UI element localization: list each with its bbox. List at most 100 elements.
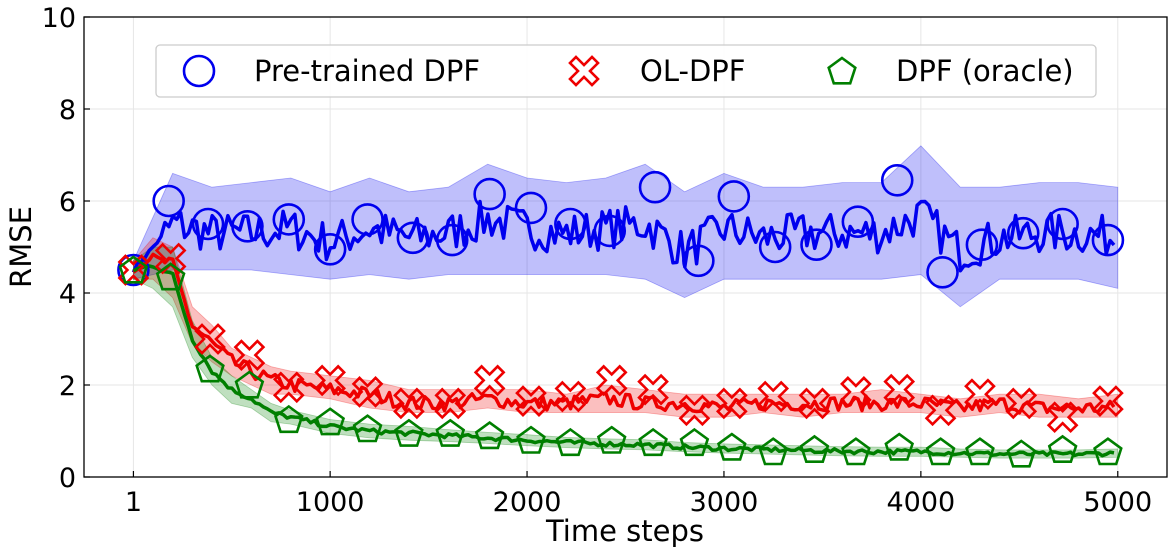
ol-dpf-marker: [757, 380, 790, 413]
pre-trained-dpf-marker: [351, 203, 384, 236]
x-tick-label: 1: [125, 487, 142, 518]
y-tick-label: 4: [59, 279, 76, 310]
y-tick-label: 8: [59, 95, 76, 126]
dpf-oracle-marker: [155, 262, 186, 291]
ol-dpf-marker: [964, 378, 996, 411]
ol-dpf-marker: [117, 254, 150, 286]
x-tick-label: 5000: [1083, 487, 1152, 518]
y-tick-label: 0: [59, 463, 76, 494]
dpf-oracle-marker: [394, 418, 424, 447]
legend-ol-dpf-marker: [568, 55, 600, 87]
ol-dpf-marker: [1092, 385, 1124, 417]
dpf-oracle-marker: [315, 407, 346, 436]
ol-dpf-marker: [473, 364, 506, 397]
ol-dpf-marker: [434, 387, 467, 420]
ol-dpf-marker: [272, 371, 305, 404]
legend-dpf-oracle-label: DPF (oracle): [896, 54, 1074, 88]
pre-trained-dpf-marker: [313, 233, 347, 266]
x-tick-label: 3000: [690, 487, 759, 518]
ol-dpf-marker: [840, 376, 872, 408]
ol-dpf-marker: [798, 387, 831, 420]
ol-dpf-marker: [554, 380, 587, 413]
pre-trained-dpf-marker: [435, 223, 469, 257]
dpf-oracle-marker: [1006, 439, 1037, 468]
legend-pre-trained-dpf-marker: [182, 54, 216, 88]
dpf-oracle-marker: [555, 427, 586, 457]
ol-dpf-marker: [924, 394, 957, 427]
dpf-oracle-marker: [474, 420, 505, 450]
pre-trained-dpf-marker: [1091, 223, 1125, 257]
legend: Pre-trained DPF OL-DPF DPF (oracle): [155, 44, 1097, 98]
dpf-oracle-marker: [516, 425, 546, 454]
dpf-oracle-marker: [596, 425, 627, 454]
dpf-oracle-marker: [925, 437, 956, 466]
axis-ticks: 1 1000 2000 3000 4000 5000 0 2 4 6 8 10: [42, 3, 1152, 518]
pre-trained-dpf-marker: [554, 207, 587, 241]
dpf-oracle-marker: [758, 437, 789, 466]
pre-trained-dpf-marker: [272, 203, 306, 236]
dpf-oracle-marker: [273, 404, 304, 434]
legend-pre-trained-dpf-label: Pre-trained DPF: [254, 54, 480, 88]
ol-dpf-marker: [1046, 401, 1079, 434]
x-tick-label: 4000: [887, 487, 956, 518]
pre-trained-dpf-marker: [396, 221, 430, 255]
pre-trained-dpf-marker: [880, 164, 914, 197]
ol-dpf-marker: [595, 364, 628, 397]
x-axis-label: Time steps: [545, 514, 704, 548]
ol-dpf-marker: [154, 242, 187, 275]
dpf-oracle-marker: [435, 418, 466, 447]
pre-trained-dpf-marker: [593, 214, 627, 248]
pre-trained-dpf-marker: [473, 177, 506, 211]
legend-ol-dpf-label: OL-DPF: [640, 54, 745, 88]
pre-trained-dpf-marker: [1006, 216, 1040, 250]
pre-trained-dpf-marker: [514, 191, 548, 225]
y-tick-label: 10: [42, 3, 76, 34]
dpf-oracle-marker: [679, 427, 710, 457]
pre-trained-dpf-marker: [965, 228, 999, 261]
y-tick-label: 6: [59, 187, 76, 218]
pre-trained-dpf-marker: [1046, 207, 1079, 241]
pre-trained-dpf-marker: [841, 205, 875, 238]
legend-frame: [155, 44, 1097, 98]
ol-dpf-marker: [351, 376, 384, 408]
dpf-oracle-marker: [884, 432, 915, 461]
pre-trained-dpf-marker: [682, 244, 715, 278]
dpf-oracle-marker: [965, 437, 995, 466]
dpf-oracle-marker: [799, 434, 830, 464]
ol-dpf-marker: [715, 387, 748, 420]
pre-trained-dpf-marker: [758, 230, 792, 264]
pre-trained-dpf-marker: [638, 170, 672, 204]
ol-dpf-marker: [393, 387, 425, 420]
ol-dpf-marker: [1005, 387, 1038, 420]
dpf-oracle-marker: [841, 437, 871, 466]
legend-dpf-oracle-marker: [827, 56, 857, 85]
ol-dpf-marker: [314, 364, 346, 397]
pre-trained-dpf-marker: [191, 207, 225, 241]
dpf-oracle-marker: [195, 354, 225, 383]
dpf-oracle-marker: [638, 427, 668, 457]
ol-dpf-marker: [883, 373, 916, 406]
x-tick-label: 2000: [493, 487, 562, 518]
dpf-oracle-marker: [716, 432, 747, 461]
ol-dpf-marker: [678, 394, 711, 427]
pre-trained-dpf-marker: [117, 253, 150, 287]
dpf-oracle-marker: [234, 370, 265, 399]
x-tick-label: 1000: [296, 487, 365, 518]
dpf-oracle-marker: [1047, 434, 1078, 464]
ol-dpf-marker: [233, 339, 266, 371]
y-tick-label: 2: [59, 371, 76, 402]
pre-trained-dpf-marker: [926, 255, 959, 289]
pre-trained-dpf-band: [133, 145, 1119, 308]
ol-dpf-marker: [194, 323, 226, 355]
ol-dpf-marker: [637, 373, 669, 406]
y-axis-label: RMSE: [4, 206, 38, 288]
dpf-oracle-marker: [1093, 437, 1123, 466]
pre-trained-dpf-marker: [717, 180, 751, 213]
ol-dpf-band: [133, 237, 1119, 418]
dpf-oracle-marker: [352, 414, 383, 443]
series-markers: [117, 164, 1125, 468]
pre-trained-dpf-marker: [152, 184, 185, 218]
pre-trained-dpf-marker: [231, 210, 264, 243]
dpf-oracle-marker: [118, 255, 149, 284]
